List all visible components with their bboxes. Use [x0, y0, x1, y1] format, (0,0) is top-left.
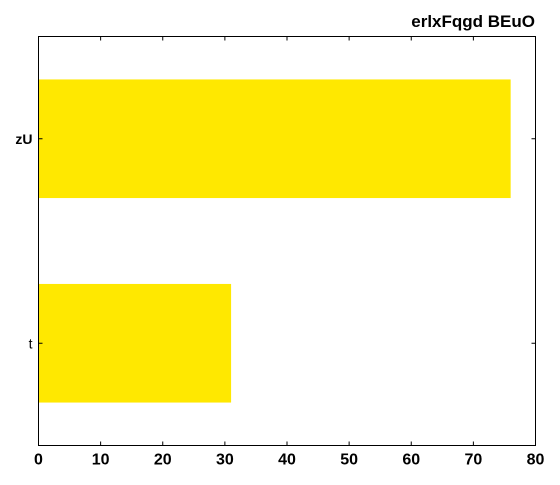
x-tick-label: 30	[216, 452, 234, 469]
x-tick-label: 20	[154, 452, 172, 469]
x-tick-label: 50	[340, 452, 358, 469]
x-tick-label: 70	[464, 452, 482, 469]
x-tick-label: 10	[92, 452, 110, 469]
chart-title: erlxFqgd BEuO	[411, 12, 535, 31]
y-axis-tick-labels: zU t	[15, 131, 32, 352]
bar-t	[38, 283, 232, 403]
x-axis-tick-labels: 0 10 20 30 40 50 60 70 80	[34, 452, 544, 469]
x-tick-label: 0	[34, 452, 43, 469]
bars-layer	[38, 79, 511, 403]
plot-frame	[38, 36, 536, 446]
y-tick-label: t	[29, 335, 33, 351]
x-tick-label: 60	[402, 452, 420, 469]
y-tick-label: zU	[15, 131, 32, 147]
x-tick-label: 80	[527, 452, 545, 469]
bar-zU	[38, 79, 511, 199]
x-tick-label: 40	[278, 452, 296, 469]
